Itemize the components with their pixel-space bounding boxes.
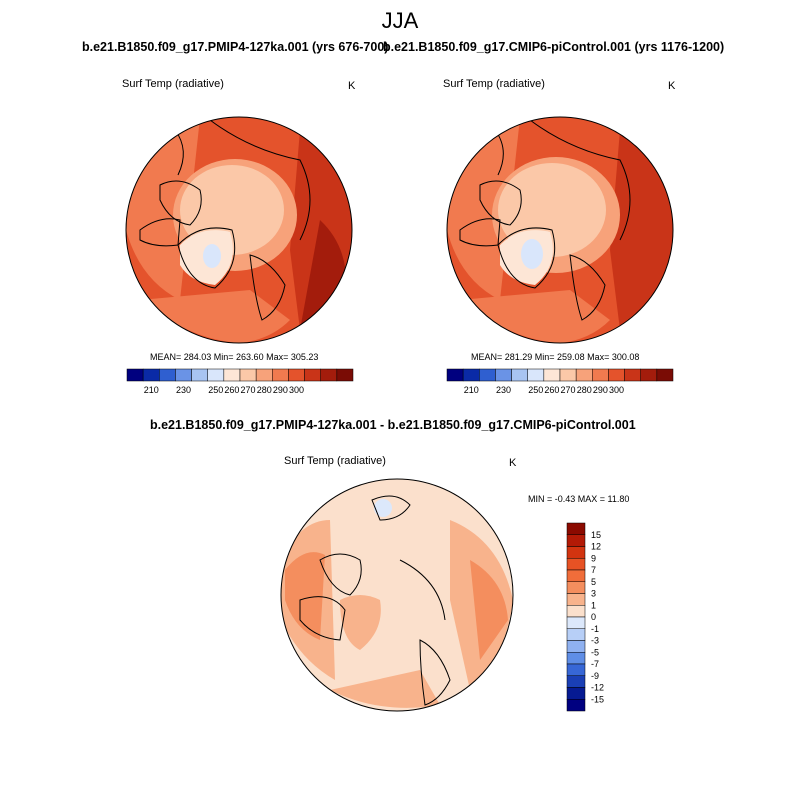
right-units-label: K [668, 80, 676, 92]
difference-colorbar-tick-label: -9 [591, 671, 599, 681]
difference-colorbar-swatch [566, 663, 586, 676]
difference-polar-map [281, 479, 513, 711]
left-colorbar-swatch [239, 368, 257, 382]
left-colorbar-tick-label: 290 [273, 385, 288, 395]
difference-colorbar-tick-label: -1 [591, 624, 599, 634]
diff-variable-label: Surf Temp (radiative) [284, 455, 386, 467]
right-colorbar-swatch [479, 368, 496, 382]
left-colorbar-swatch [223, 368, 241, 382]
difference-colorbar-tick-label: 12 [591, 542, 601, 552]
right-colorbar-tick-label: 210 [464, 385, 479, 395]
left-colorbar-swatch [272, 368, 289, 382]
difference-colorbar-tick-label: 15 [591, 530, 601, 540]
right-colorbar-swatch [575, 368, 593, 382]
right-colorbar-swatch [608, 368, 625, 382]
right-colorbar-tick-label: 280 [577, 385, 592, 395]
right-colorbar-tick-label: 270 [561, 385, 576, 395]
right-colorbar-tick-label: 290 [593, 385, 608, 395]
left-colorbar-tick-label: 270 [241, 385, 256, 395]
left-colorbar-swatch [304, 368, 321, 382]
difference-colorbar-tick-label: -12 [591, 683, 604, 693]
right-polar-map [447, 117, 673, 343]
right-colorbar-swatch [527, 368, 545, 382]
right-colorbar-swatch [656, 368, 674, 382]
left-colorbar-swatch [191, 368, 208, 382]
right-colorbar-tick-label: 300 [609, 385, 624, 395]
diff-stats: MIN = -0.43 MAX = 11.80 [528, 494, 630, 504]
difference-colorbar: 15 129 7 5 31 0 -1 -3-5 -7 -9 -12-15 [566, 522, 604, 712]
difference-colorbar-tick-label: 9 [591, 553, 596, 563]
left-stats: MEAN= 284.03 Min= 263.60 Max= 305.23 [150, 352, 319, 362]
right-colorbar-swatch [543, 368, 561, 382]
difference-colorbar-tick-label: -15 [591, 694, 604, 704]
difference-colorbar-swatch [566, 652, 586, 665]
left-colorbar-swatch [142, 368, 160, 382]
difference-colorbar-swatch [566, 546, 586, 559]
left-colorbar-tick-label: 230 [176, 385, 191, 395]
left-polar-map [126, 117, 352, 343]
left-colorbar-swatch [207, 368, 225, 382]
left-colorbar-swatch [159, 368, 176, 382]
left-colorbar-tick-label: 280 [257, 385, 272, 395]
difference-colorbar-swatch [566, 640, 586, 653]
difference-colorbar-tick-label: -7 [591, 659, 599, 669]
right-colorbar-swatch [462, 368, 480, 382]
diff-title: b.e21.B1850.f09_g17.PMIP4-127ka.001 - b.… [150, 418, 636, 432]
right-colorbar-tick-label: 230 [496, 385, 511, 395]
right-colorbar-tick-label: 260 [544, 385, 559, 395]
left-colorbar-swatch [320, 368, 338, 382]
right-colorbar-tick-label: 250 [528, 385, 543, 395]
left-colorbar-swatch [126, 368, 144, 382]
difference-colorbar-tick-label: 7 [591, 565, 596, 575]
figure-title: JJA [381, 8, 419, 33]
right-case-title: b.e21.B1850.f09_g17.CMIP6-piControl.001 … [383, 40, 725, 54]
left-colorbar-tick-label: 260 [224, 385, 239, 395]
right-colorbar-swatch [592, 368, 609, 382]
left-colorbar-swatch [255, 368, 273, 382]
difference-colorbar-swatch [566, 616, 586, 629]
left-colorbar-swatch [288, 368, 305, 382]
difference-colorbar-swatch [566, 605, 586, 618]
difference-colorbar-tick-label: 0 [591, 612, 596, 622]
right-colorbar-swatch [640, 368, 658, 382]
difference-colorbar-swatch [566, 699, 586, 712]
left-colorbar-tick-label: 300 [289, 385, 304, 395]
difference-colorbar-swatch [566, 628, 586, 641]
difference-colorbar-tick-label: -3 [591, 636, 599, 646]
right-colorbar-swatch [511, 368, 528, 382]
left-colorbar-swatch [175, 368, 192, 382]
difference-colorbar-tick-label: 3 [591, 589, 596, 599]
difference-colorbar-tick-label: -5 [591, 647, 599, 657]
left-colorbar: 210 230 250 260 270 280 290 300 [126, 368, 354, 395]
difference-colorbar-swatch [566, 593, 586, 606]
right-colorbar: 210 230 250 260 270 280 290 300 [446, 368, 674, 395]
left-colorbar-tick-label: 250 [208, 385, 223, 395]
right-colorbar-swatch [446, 368, 464, 382]
left-variable-label: Surf Temp (radiative) [122, 78, 224, 90]
right-colorbar-swatch [495, 368, 512, 382]
left-colorbar-tick-label: 210 [144, 385, 159, 395]
diff-units-label: K [509, 457, 517, 469]
difference-colorbar-tick-label: 1 [591, 600, 596, 610]
right-colorbar-swatch [559, 368, 577, 382]
left-units-label: K [348, 80, 356, 92]
difference-colorbar-swatch [566, 581, 586, 594]
left-colorbar-swatch [336, 368, 354, 382]
right-colorbar-swatch [624, 368, 641, 382]
difference-colorbar-swatch [566, 687, 586, 700]
difference-colorbar-swatch [566, 558, 586, 571]
difference-colorbar-swatch [566, 569, 586, 582]
right-stats: MEAN= 281.29 Min= 259.08 Max= 300.08 [471, 352, 640, 362]
difference-colorbar-tick-label: 5 [591, 577, 596, 587]
difference-colorbar-swatch [566, 534, 586, 547]
right-variable-label: Surf Temp (radiative) [443, 78, 545, 90]
difference-colorbar-swatch [566, 675, 586, 688]
difference-colorbar-swatch [566, 522, 586, 535]
left-case-title: b.e21.B1850.f09_g17.PMIP4-127ka.001 (yrs… [82, 40, 389, 54]
